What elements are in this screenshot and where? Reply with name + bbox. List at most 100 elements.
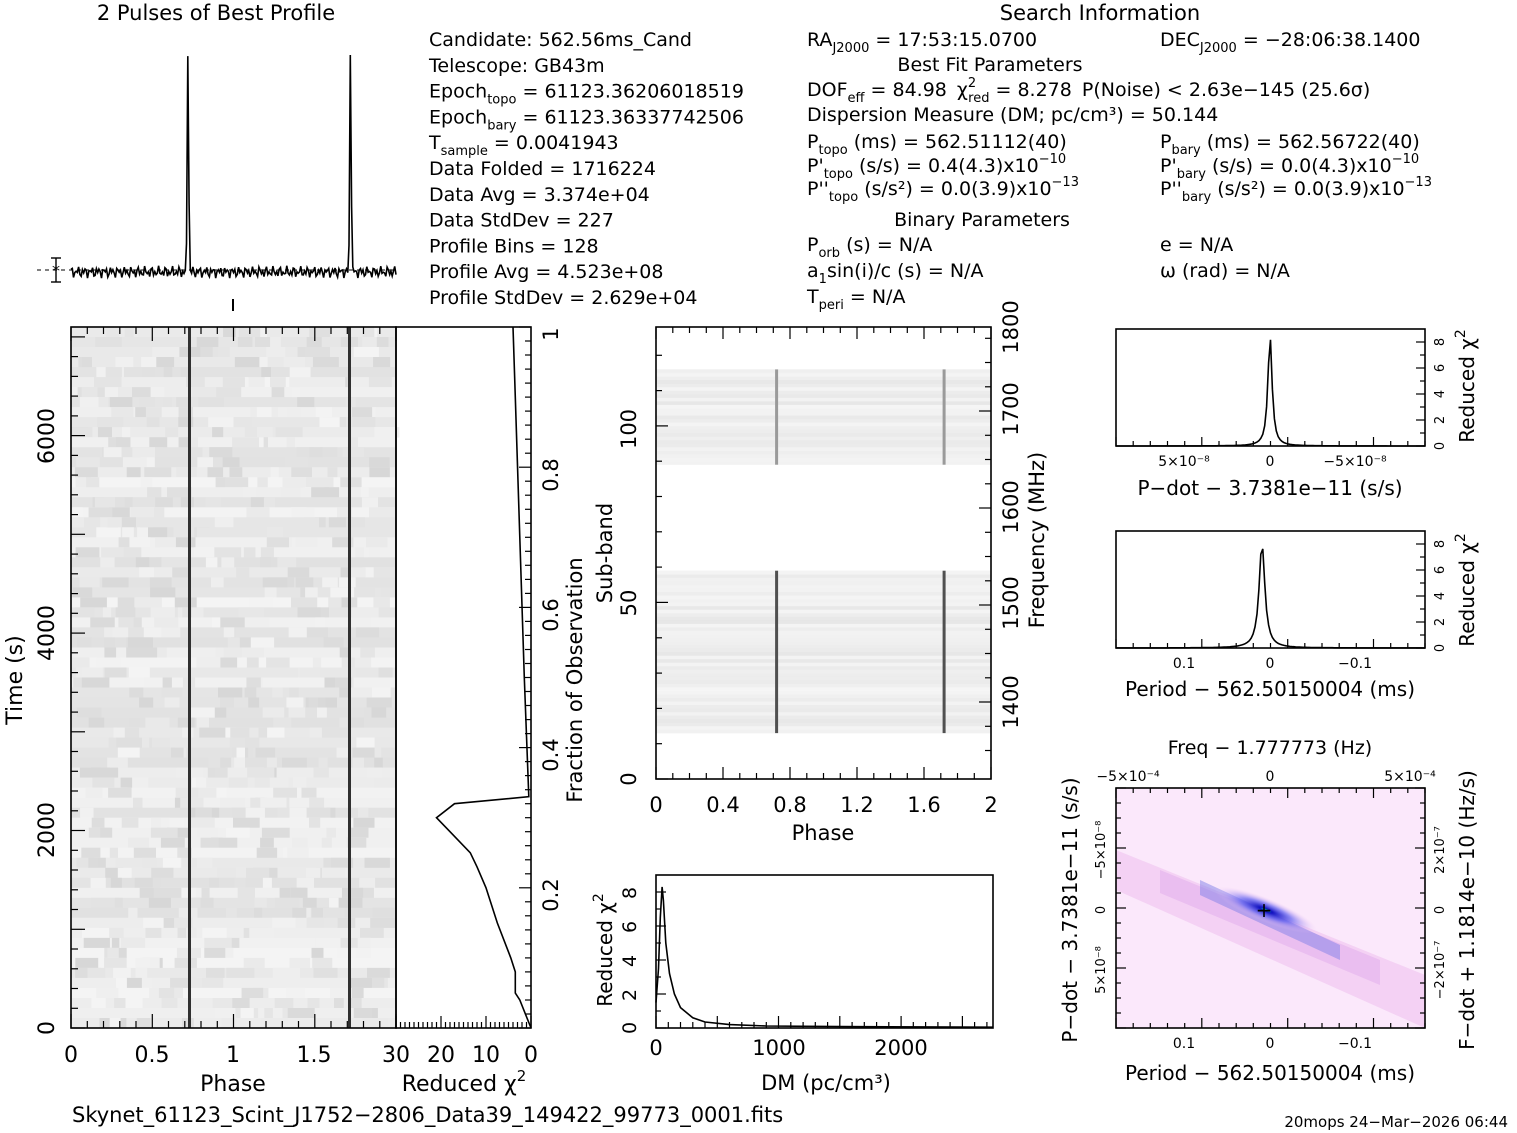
- time-phase-cell: [95, 337, 122, 348]
- time-phase-cell: [122, 427, 131, 438]
- time-phase-cell: [244, 737, 260, 749]
- time-phase-cell: [289, 807, 307, 819]
- time-phase-cell: [262, 877, 272, 889]
- time-phase-cell: [174, 987, 183, 999]
- pd-xtick-0: 5×10⁻⁸: [1158, 454, 1210, 470]
- time-phase-cell: [306, 737, 321, 749]
- time-phase-cell: [254, 897, 267, 909]
- time-phase-cell: [194, 547, 219, 558]
- pe-xtick-2: −0.1: [1338, 656, 1372, 672]
- time-phase-cell: [144, 467, 172, 478]
- subband-row: [656, 418, 991, 423]
- subband-row: [656, 676, 991, 681]
- time-phase-cell: [221, 557, 235, 568]
- time-phase-cell: [197, 527, 222, 538]
- candidate-info-line: Profile StdDev = 2.629e+04: [429, 287, 697, 309]
- subband-row: [656, 708, 991, 713]
- subband-row: [656, 641, 991, 646]
- time-phase-cell: [149, 437, 168, 448]
- time-phase-cell: [108, 787, 132, 799]
- candidate-info-line: Data Folded = 1716224: [429, 158, 656, 180]
- pbary-line: Pbary (ms) = 562.56722(40): [1160, 131, 1420, 158]
- time-phase-cell: [180, 797, 204, 809]
- chi-time-frame: [395, 326, 532, 1029]
- time-phase-cell: [308, 697, 318, 708]
- time-phase-cell: [174, 917, 193, 929]
- time-phase-row: [71, 587, 396, 598]
- subband-row: [656, 404, 991, 409]
- time-phase-cell: [360, 927, 384, 939]
- subband-row: [656, 616, 991, 621]
- time-phase-cell: [226, 967, 255, 979]
- time-phase-cell: [155, 537, 182, 548]
- time-phase-cell: [341, 887, 364, 899]
- pd-ytick-4: 8: [1433, 338, 1448, 346]
- time-phase-cell: [76, 857, 89, 869]
- time-phase-cell: [154, 567, 183, 578]
- time-phase-cell: [198, 397, 225, 408]
- dm-xlabel: DM (pc/cm³): [761, 1071, 891, 1095]
- time-phase-cell: [219, 797, 246, 809]
- time-phase-cell: [282, 477, 310, 488]
- time-phase-cell: [291, 387, 301, 398]
- time-phase-cell: [295, 537, 318, 548]
- pp-toptick-0: −5×10⁻⁴: [1096, 769, 1160, 785]
- time-phase-cell: [372, 907, 395, 919]
- ct-rtick-3: 0.8: [539, 458, 563, 491]
- time-phase-cell: [262, 707, 285, 718]
- candidate-info-line: Profile Avg = 4.523e+08: [429, 261, 664, 283]
- time-phase-cell: [88, 717, 105, 729]
- time-phase-cell: [234, 757, 245, 769]
- time-phase-cell: [149, 1018, 160, 1029]
- time-phase-greyscale: [71, 327, 400, 1029]
- time-phase-cell: [90, 767, 119, 779]
- time-phase-cell: [257, 477, 268, 488]
- time-phase-cell: [306, 627, 328, 638]
- time-phase-cell: [312, 357, 339, 368]
- time-phase-cell: [367, 967, 390, 979]
- ct-xtick-0: 30: [382, 1043, 410, 1068]
- time-phase-row: [71, 447, 396, 458]
- time-phase-cell: [97, 417, 124, 428]
- p-pdot-plane: + Freq − 1.777773 (Hz) −5×10⁻⁴ 0 5×10⁻⁴ …: [1058, 737, 1479, 1085]
- time-phase-cell: [271, 387, 285, 398]
- time-phase-cell: [74, 607, 95, 618]
- time-phase-cell: [345, 517, 365, 528]
- time-phase-cell: [266, 537, 289, 548]
- time-phase-row: [71, 397, 396, 408]
- time-phase-cell: [77, 637, 92, 648]
- time-phase-cell: [256, 407, 272, 418]
- subband-row: [656, 623, 991, 628]
- sb-ylabel: Sub-band: [593, 503, 617, 603]
- dm-line: Dispersion Measure (DM; pc/cm³) = 50.144: [807, 104, 1218, 126]
- dof-line: DOFeff = 84.98 χ2 red = 8.278 P(Noise) < 2.…: [807, 76, 1370, 106]
- time-phase-cell: [160, 547, 183, 558]
- time-phase-cell: [351, 607, 379, 618]
- porb-line: Porb (s) = N/A: [807, 234, 932, 261]
- candidate-info-line: Data StdDev = 227: [429, 210, 614, 232]
- pp-xlabel: Period − 562.50150004 (ms): [1125, 1061, 1415, 1085]
- footer-filename: Skynet_61123_Scint_J1752−2806_Data39_149…: [72, 1103, 783, 1128]
- search-info-title: Search Information: [1000, 1, 1200, 25]
- pdot-chi-plot: 5×10⁻⁸ 0 −5×10⁻⁸ P−dot − 3.7381e−11 (s/s…: [1115, 328, 1479, 500]
- time-phase-cell: [117, 867, 132, 879]
- sb-rtick-3: 1700: [999, 382, 1023, 435]
- ppdot-peak: [1214, 886, 1318, 934]
- pe-xlabel: Period − 562.50150004 (ms): [1125, 677, 1415, 701]
- subband-row: [656, 613, 991, 617]
- time-phase-cell: [221, 737, 233, 749]
- subband-row: [656, 591, 991, 596]
- time-phase-cell: [282, 757, 307, 769]
- time-phase-cell: [227, 637, 240, 648]
- pp-ylabel: P−dot − 3.7381e−11 (s/s): [1058, 777, 1082, 1042]
- time-phase-cell: [267, 727, 285, 739]
- tp-xtick-0: 0: [64, 1043, 78, 1068]
- time-phase-cell: [248, 597, 274, 608]
- pp-toptick-1: 0: [1266, 769, 1275, 785]
- time-phase-cell: [246, 677, 261, 688]
- time-phase-cell: [264, 1008, 273, 1019]
- time-phase-cell: [246, 867, 270, 879]
- pp-rtick-1: 0: [1433, 906, 1448, 914]
- time-phase-cell: [126, 467, 141, 478]
- time-phase-cell: [160, 557, 188, 568]
